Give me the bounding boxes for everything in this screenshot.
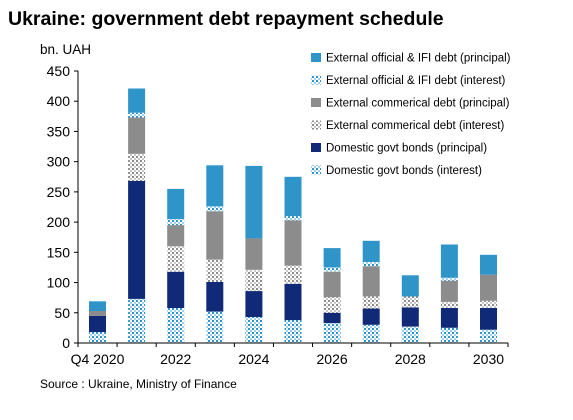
bar-segment-external-official-ifi-debt-interest: [323, 267, 341, 272]
x-tick-label: Q4 2020: [71, 351, 125, 367]
bar-segment-external-official-ifi-debt-principal: [480, 254, 497, 275]
legend-label: External official & IFI debt (interest): [326, 75, 506, 87]
y-tick-label: 300: [47, 154, 71, 170]
legend-label: External commerical debt (principal): [326, 98, 510, 110]
legend-swatch-external-commerical-debt-interest: [311, 120, 321, 130]
bar-segment-domestic-govt-bonds-principal: [440, 307, 458, 328]
chart-title: Ukraine: government debt repayment sched…: [8, 8, 444, 30]
legend-swatch-domestic-govt-bonds-interest: [311, 165, 321, 175]
y-tick-label: 400: [47, 93, 71, 109]
x-tick-label: 2026: [317, 351, 348, 367]
bar-segment-external-official-ifi-debt-interest: [440, 277, 458, 281]
bar-segment-domestic-govt-bonds-interest: [323, 323, 341, 343]
y-tick-label: 100: [47, 275, 71, 291]
bar-segment-domestic-govt-bonds-interest: [284, 320, 302, 343]
bar-segment-external-commerical-debt-principal: [480, 274, 497, 301]
y-axis-unit-label: bn. UAH: [40, 42, 92, 57]
bar-segment-external-official-ifi-debt-principal: [206, 165, 224, 207]
bar-segment-external-official-ifi-debt-principal: [401, 275, 419, 297]
legend-swatch-external-official-ifi-debt-interest: [311, 75, 321, 85]
y-tick-label: 50: [54, 305, 70, 321]
bar-stacks: [89, 88, 497, 343]
bar-segment-domestic-govt-bonds-principal: [323, 312, 341, 324]
bar-segment-domestic-govt-bonds-interest: [245, 317, 263, 343]
bar-segment-domestic-govt-bonds-interest: [167, 307, 185, 343]
y-tick-label: 450: [47, 63, 71, 79]
bar-segment-external-official-ifi-debt-interest: [206, 206, 224, 212]
bar-segment-external-commerical-debt-interest: [206, 259, 224, 282]
bar-segment-external-official-ifi-debt-principal: [167, 188, 185, 220]
bar-segment-domestic-govt-bonds-principal: [401, 307, 419, 327]
bar-segment-external-official-ifi-debt-interest: [128, 112, 146, 118]
bar-segment-domestic-govt-bonds-interest: [480, 329, 497, 343]
y-tick-label: 0: [62, 335, 70, 351]
bar-segment-domestic-govt-bonds-principal: [128, 181, 146, 299]
y-tick-label: 350: [47, 123, 71, 139]
bar-segment-domestic-govt-bonds-principal: [284, 283, 302, 321]
bar-segment-domestic-govt-bonds-principal: [89, 315, 106, 333]
bar-segment-domestic-govt-bonds-principal: [167, 271, 185, 308]
bar-segment-external-commerical-debt-principal: [206, 211, 224, 260]
bar-segment-external-commerical-debt-principal: [440, 280, 458, 302]
bar-segment-external-commerical-debt-principal: [167, 225, 185, 247]
bar-segment-external-official-ifi-debt-principal: [323, 248, 341, 268]
bar-segment-domestic-govt-bonds-interest: [362, 324, 380, 343]
bar-segment-domestic-govt-bonds-principal: [480, 307, 497, 330]
bar-segment-external-official-ifi-debt-interest: [362, 262, 380, 267]
bar-segment-external-commerical-debt-interest: [401, 296, 419, 308]
bar-segment-external-commerical-debt-interest: [480, 300, 497, 308]
legend-swatch-domestic-govt-bonds-principal: [311, 143, 321, 152]
y-tick-label: 150: [47, 244, 71, 260]
legend-label: Domestic govt bonds (principal): [326, 143, 487, 155]
bar-segment-external-official-ifi-debt-interest: [167, 219, 185, 226]
bar-segment-external-commerical-debt-interest: [167, 246, 185, 272]
x-tick-label: 2030: [473, 351, 504, 367]
bar-segment-external-commerical-debt-principal: [89, 311, 106, 316]
x-tick-label: 2024: [238, 351, 269, 367]
bar-segment-domestic-govt-bonds-interest: [401, 326, 419, 343]
legend-label: Domestic govt bonds (interest): [326, 165, 482, 177]
axes: 0 50 100 150 200 250 300 350 400 450 Q4 2020 2022 20…: [47, 63, 509, 367]
bar-segment-domestic-govt-bonds-principal: [206, 282, 224, 312]
source-note: Source : Ukraine, Ministry of Finance: [40, 377, 237, 391]
bar-segment-external-commerical-debt-principal: [362, 266, 380, 297]
x-tick-label: 2022: [160, 351, 191, 367]
bar-segment-external-commerical-debt-principal: [128, 117, 146, 154]
bar-segment-external-commerical-debt-principal: [323, 271, 341, 298]
y-tick-label: 200: [47, 214, 71, 230]
bar-segment-external-commerical-debt-interest: [440, 301, 458, 308]
bar-segment-external-commerical-debt-interest: [362, 296, 380, 309]
bar-segment-external-commerical-debt-interest: [284, 265, 302, 284]
bar-segment-external-official-ifi-debt-principal: [245, 165, 263, 239]
legend-label: External official & IFI debt (principal): [326, 53, 511, 65]
bar-segment-domestic-govt-bonds-interest: [128, 298, 146, 343]
y-tick-label: 250: [47, 184, 71, 200]
bar-segment-domestic-govt-bonds-principal: [245, 291, 263, 317]
legend-swatch-external-commerical-debt-principal: [311, 98, 321, 107]
legend-swatch-external-official-ifi-debt-principal: [311, 53, 321, 62]
bar-segment-external-official-ifi-debt-principal: [128, 88, 146, 113]
bar-segment-external-official-ifi-debt-interest: [284, 216, 302, 221]
bar-segment-external-commerical-debt-principal: [284, 220, 302, 266]
x-tick-label: 2028: [395, 351, 426, 367]
bar-segment-external-commerical-debt-interest: [128, 153, 146, 181]
bar-segment-domestic-govt-bonds-interest: [440, 327, 458, 343]
bar-segment-external-commerical-debt-principal: [245, 238, 263, 270]
bar-segment-external-official-ifi-debt-principal: [284, 176, 302, 217]
bar-segment-external-official-ifi-debt-principal: [362, 240, 380, 262]
bar-segment-domestic-govt-bonds-interest: [89, 332, 106, 343]
bar-segment-external-commerical-debt-interest: [323, 297, 341, 313]
bar-segment-domestic-govt-bonds-principal: [362, 308, 380, 325]
bar-segment-external-commerical-debt-interest: [245, 269, 263, 292]
legend: External official & IFI debt (principal)…: [311, 53, 511, 177]
bar-segment-external-official-ifi-debt-principal: [440, 244, 458, 278]
legend-label: External commerical debt (interest): [326, 120, 504, 132]
bar-segment-external-official-ifi-debt-principal: [89, 301, 106, 311]
bar-segment-domestic-govt-bonds-interest: [206, 311, 224, 343]
